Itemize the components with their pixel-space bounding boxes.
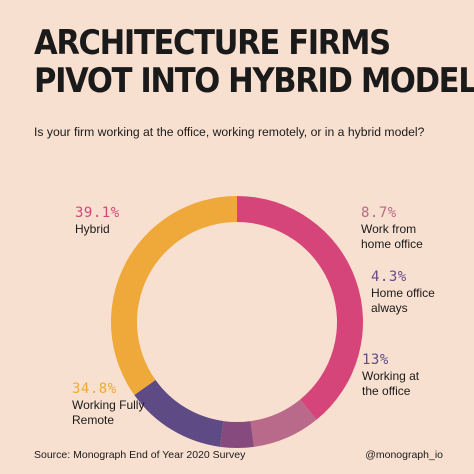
label-office: 13% Working at the office (362, 352, 419, 399)
label-hybrid-text: Hybrid (75, 222, 110, 236)
label-office-pct: 13% (362, 352, 389, 368)
label-hybrid: 39.1% Hybrid (75, 205, 120, 237)
title-line-2: PIVOT INTO HYBRID MODEL (34, 61, 474, 101)
label-remote: 34.8% Working Fully Remote (72, 381, 144, 428)
title-line-1: ARCHITECTURE FIRMS (34, 23, 391, 63)
source-note: Source: Monograph End of Year 2020 Surve… (34, 449, 246, 461)
slice-working-fully-remote (110, 196, 237, 395)
label-home-always-text-2: always (371, 301, 408, 315)
label-home-always-pct: 4.3% (371, 269, 407, 285)
slice-hybrid (237, 196, 364, 420)
label-remote-pct: 34.8% (72, 381, 117, 397)
label-wfh-pct: 8.7% (361, 205, 397, 221)
label-remote-text-2: Remote (72, 413, 115, 427)
label-hybrid-pct: 39.1% (75, 205, 120, 221)
label-remote-text-1: Working Fully (72, 398, 145, 412)
label-wfh-text-1: Work from (361, 222, 417, 236)
slice-working-at-the-office (134, 379, 224, 447)
label-home-always-text-1: Home office (371, 286, 435, 300)
subtitle: Is your firm working at the office, work… (34, 125, 425, 139)
page-title: ARCHITECTURE FIRMS PIVOT INTO HYBRID MOD… (34, 23, 474, 101)
slice-work-from-home-office (250, 399, 317, 447)
social-handle: @monograph_io (365, 449, 443, 461)
label-wfh-text-2: home office (361, 237, 423, 251)
label-wfh: 8.7% Work from home office (361, 205, 423, 252)
label-office-text-2: the office (362, 384, 411, 398)
label-office-text-1: Working at (362, 369, 420, 383)
slice-home-office-always (220, 421, 254, 448)
label-home-always: 4.3% Home office always (371, 269, 435, 316)
